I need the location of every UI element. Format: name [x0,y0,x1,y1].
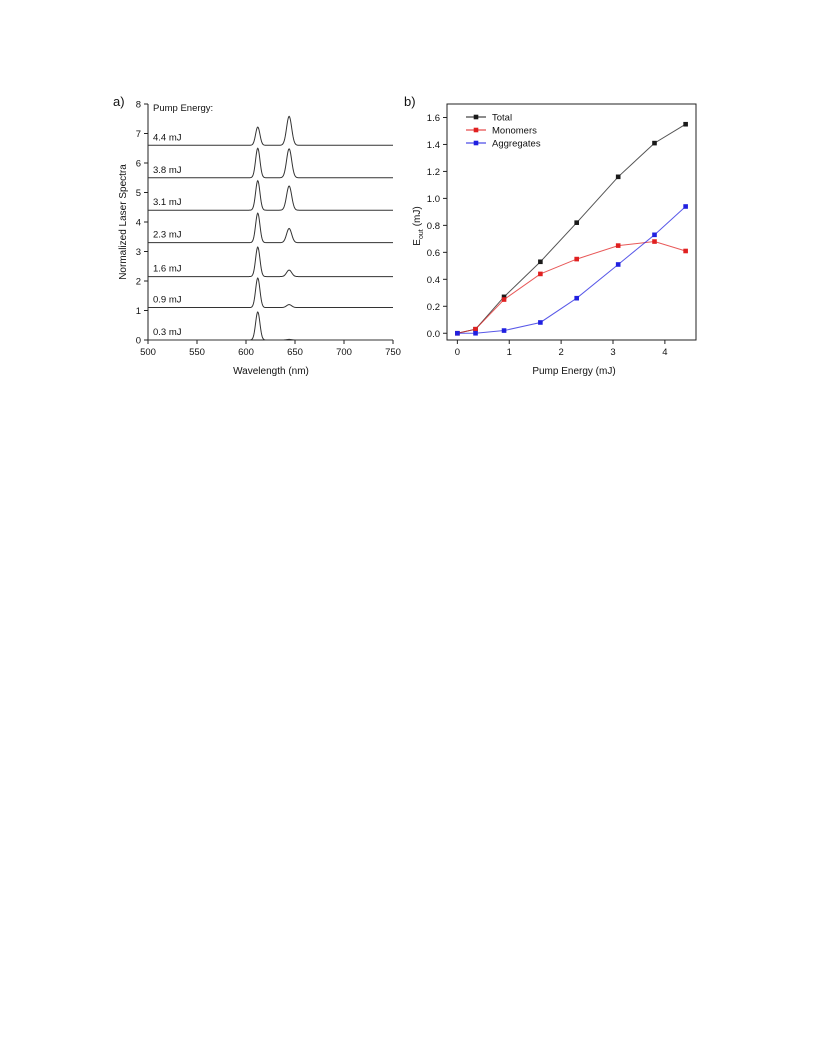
legend-marker-total [473,114,479,120]
data-point-monomers [574,256,579,262]
x-axis-title: Wavelength (nm) [233,366,309,377]
series-label-3-1-mj: 3.1 mJ [153,197,182,208]
y-tick-label: 2 [136,277,141,288]
spectra-axes [147,104,393,341]
legend-label-total: Total [492,113,512,124]
y-tick-label: 0.2 [427,302,440,313]
x-tick-label: 750 [385,347,401,358]
legend-label-monomers: Monomers [492,126,537,137]
legend-marker-aggregates [473,140,479,146]
legend-label-aggregates: Aggregates [492,139,541,150]
panel-a-label: a) [113,94,125,109]
data-point-aggregates [652,232,657,238]
series-label-0-3-mj: 0.3 mJ [153,327,182,338]
legend-marker-monomers [473,127,479,133]
data-point-monomers [501,297,507,302]
spectrum-line-0-9-mj [148,277,393,309]
series-label-0-9-mj: 0.9 mJ [153,295,182,306]
data-point-aggregates [455,330,460,336]
data-point-aggregates [574,295,579,301]
panel-b-label: b) [404,94,416,109]
data-point-aggregates [615,262,621,267]
data-point-aggregates [538,320,543,325]
y-axis-title: Eout (mJ) [412,206,425,245]
x-tick-label: 650 [287,347,303,358]
y-tick-label: 0.8 [427,221,440,232]
data-point-total [501,294,507,300]
y-tick-label: 0 [136,336,141,347]
y-tick-label: 3 [136,247,141,258]
data-point-monomers [652,239,657,244]
y-axis-title: Normalized Laser Spectra [118,164,129,280]
spectra-panel: a) 500 550 600 650 700 750 0 1 2 3 4 5 6 7 8 0.3 mJ 0.9… [113,94,401,377]
y-tick-label: 1 [136,306,141,317]
y-tick-label: 1.4 [427,140,440,151]
y-tick-label: 4 [136,218,141,229]
spectrum-line-4-4-mj [148,115,393,146]
x-tick-label: 3 [610,347,615,358]
energy-series [455,121,688,336]
y-tick-label: 1.0 [427,194,440,205]
series-label-2-3-mj: 2.3 mJ [153,230,182,241]
plot-frame [446,103,697,341]
spectra-series: 0.3 mJ 0.9 mJ 1.6 mJ 2.3 mJ 3.1 mJ 3.8 mJ 4.4 … [148,115,393,341]
data-point-aggregates [501,328,507,333]
data-point-total [615,174,621,180]
energy-ticks: 0 1 2 3 4 0.0 0.2 0.4 0.6 0.8 1.0 1.2 1.4 1.6 [427,113,668,358]
x-tick-label: 500 [140,347,156,358]
data-point-monomers [683,248,688,254]
series-label-1-6-mj: 1.6 mJ [153,264,182,275]
y-tick-label: 1.6 [427,113,440,124]
data-point-total [683,121,688,127]
data-point-total [652,140,657,146]
x-tick-label: 2 [558,347,563,358]
x-tick-label: 4 [662,347,667,358]
spectra-ticks: 500 550 600 650 700 750 0 1 2 3 4 5 6 7 8 [136,100,401,359]
data-point-aggregates [473,330,478,336]
y-axis-title-main: E [412,239,423,246]
data-point-monomers [615,243,621,248]
spectrum-line-0-3-mj [148,311,393,341]
data-point-total [574,220,579,225]
x-tick-label: 1 [507,347,512,358]
x-tick-label: 700 [336,347,352,358]
spectrum-line-3-1-mj [148,179,393,211]
spectrum-line-1-6-mj [148,246,393,278]
y-axis-title-unit: (mJ) [412,206,423,226]
spectrum-line-2-3-mj [148,212,393,244]
data-point-aggregates [683,204,688,209]
series-label-4-4-mj: 4.4 mJ [153,132,182,143]
x-axis-title: Pump Energy (mJ) [532,366,615,377]
series-line-monomers [457,241,686,334]
y-tick-label: 8 [136,100,141,111]
spectrum-line-3-8-mj [148,147,393,179]
data-point-total [538,259,543,265]
energy-axes [446,103,697,341]
y-tick-label: 0.0 [427,329,440,340]
data-point-monomers [473,326,478,332]
y-tick-label: 1.2 [427,167,440,178]
energy-panel: b) 0 1 2 3 4 0.0 0.2 0.4 0.6 0.8 1.0 1.2 1.4 1.6 Tota… [404,94,697,377]
y-tick-label: 0.6 [427,248,440,259]
x-tick-label: 550 [189,347,205,358]
y-tick-label: 7 [136,129,141,140]
y-tick-label: 0.4 [427,275,440,286]
data-point-monomers [538,271,543,277]
x-tick-label: 0 [455,347,460,358]
legend-title: Pump Energy: [153,103,213,114]
y-tick-label: 5 [136,188,141,199]
y-tick-label: 6 [136,159,141,170]
x-tick-label: 600 [238,347,254,358]
legend: Total Monomers Aggregates [466,113,541,150]
y-axis-title-subscript: out [418,229,425,239]
series-line-aggregates [457,206,686,334]
series-label-3-8-mj: 3.8 mJ [153,165,182,176]
